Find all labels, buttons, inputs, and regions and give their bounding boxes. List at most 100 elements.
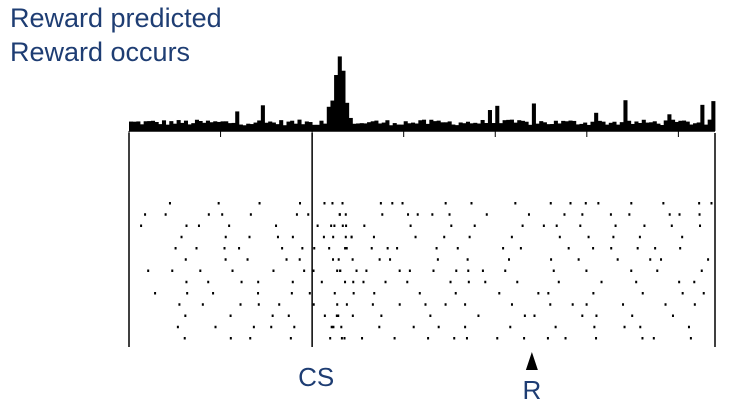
raster-spike — [257, 280, 260, 284]
raster-spike — [345, 247, 348, 250]
raster-spike — [164, 213, 167, 216]
raster-spike — [301, 247, 304, 250]
histogram-bar — [176, 120, 181, 131]
histogram-bar — [597, 120, 602, 131]
raster-spike — [389, 258, 392, 261]
raster-spike — [212, 292, 215, 295]
raster-spike — [521, 224, 524, 227]
histogram-bar — [381, 122, 386, 131]
histogram-bar — [557, 123, 562, 131]
histogram-bar — [443, 122, 449, 131]
raster-spike — [178, 303, 181, 306]
raster-spike — [584, 202, 587, 205]
histogram-bar — [396, 124, 401, 131]
raster-spike — [344, 235, 347, 239]
raster-spike — [623, 325, 626, 329]
raster-spike — [147, 269, 150, 272]
histogram-bar — [671, 119, 676, 131]
raster-spike — [670, 224, 673, 227]
histogram-bar — [674, 121, 679, 131]
histogram-bar — [429, 119, 434, 131]
histogram-bar — [436, 120, 441, 131]
histogram-bar — [564, 121, 569, 131]
raster-spike — [281, 247, 284, 250]
raster-spike — [154, 292, 157, 295]
raster-spike — [652, 337, 655, 340]
raster-spike — [456, 247, 459, 250]
histogram-bar — [447, 121, 452, 131]
raster-spike — [464, 325, 467, 329]
histogram-bar — [187, 124, 192, 131]
histogram-bar — [652, 121, 657, 131]
raster-spike — [248, 235, 251, 239]
raster-spike — [678, 280, 681, 284]
raster-spike — [341, 224, 344, 227]
histogram-bar — [590, 121, 595, 131]
raster-spike — [414, 235, 417, 239]
raster-spike — [330, 325, 333, 329]
histogram-bar — [517, 120, 522, 131]
histogram-bar — [454, 125, 460, 131]
histogram-bar — [158, 124, 163, 131]
histogram-bar — [641, 119, 646, 131]
raster-spike — [337, 258, 340, 261]
raster-spike — [509, 325, 512, 329]
raster-spike — [221, 213, 224, 216]
raster-spike — [418, 292, 421, 295]
histogram-bar — [132, 121, 137, 131]
histogram-bar — [649, 122, 654, 131]
raster-spike — [365, 269, 368, 272]
histogram-bar — [520, 120, 525, 131]
raster-spike — [641, 292, 644, 295]
histogram-bar — [363, 123, 368, 131]
raster-spike — [610, 247, 613, 250]
histogram-bar — [495, 105, 500, 131]
raster-spike — [180, 235, 183, 239]
histogram-bar — [656, 123, 661, 131]
raster-spike — [184, 314, 187, 317]
raster-spike — [332, 258, 335, 261]
histogram-bar — [242, 125, 247, 131]
histogram-bar — [297, 119, 302, 131]
raster-spike — [698, 202, 701, 205]
histogram-bar — [539, 121, 544, 131]
histogram-bar — [487, 110, 492, 131]
histogram-bar — [663, 120, 668, 131]
raster-spike — [144, 213, 147, 216]
histogram-bar — [473, 122, 478, 131]
raster-spike — [581, 213, 584, 216]
histogram-bar — [711, 101, 716, 131]
histogram-bar — [484, 123, 489, 131]
histogram-bar — [645, 122, 650, 131]
raster-spike — [291, 235, 294, 239]
raster-spike — [275, 224, 278, 227]
raster-spike — [287, 314, 290, 317]
histogram-bar — [476, 123, 481, 131]
histogram-bar — [411, 122, 416, 131]
histogram-bar — [359, 123, 364, 131]
raster-spike — [643, 224, 646, 227]
histogram-bar — [227, 123, 232, 131]
raster-spike — [464, 303, 467, 306]
histogram-bar — [612, 121, 617, 131]
histogram-bar — [506, 119, 511, 131]
raster-spike — [444, 303, 447, 306]
raster-spike — [370, 247, 373, 250]
raster-spike — [223, 247, 226, 250]
raster-spike — [299, 202, 302, 205]
raster-spike — [240, 280, 243, 284]
raster-spike — [638, 235, 641, 239]
raster-spike — [449, 280, 452, 284]
event-markers: CS R — [298, 352, 541, 405]
raster-spike — [224, 235, 227, 239]
histogram-bar — [480, 119, 485, 131]
raster-spike — [214, 325, 217, 329]
histogram-bar — [440, 122, 445, 131]
raster-spike — [554, 325, 557, 329]
histogram-bar — [205, 120, 210, 131]
raster-spike — [336, 269, 339, 272]
raster-spike — [380, 314, 383, 317]
raster-spike — [654, 247, 657, 250]
histogram-bar — [432, 121, 438, 131]
histogram-bar — [469, 123, 474, 131]
